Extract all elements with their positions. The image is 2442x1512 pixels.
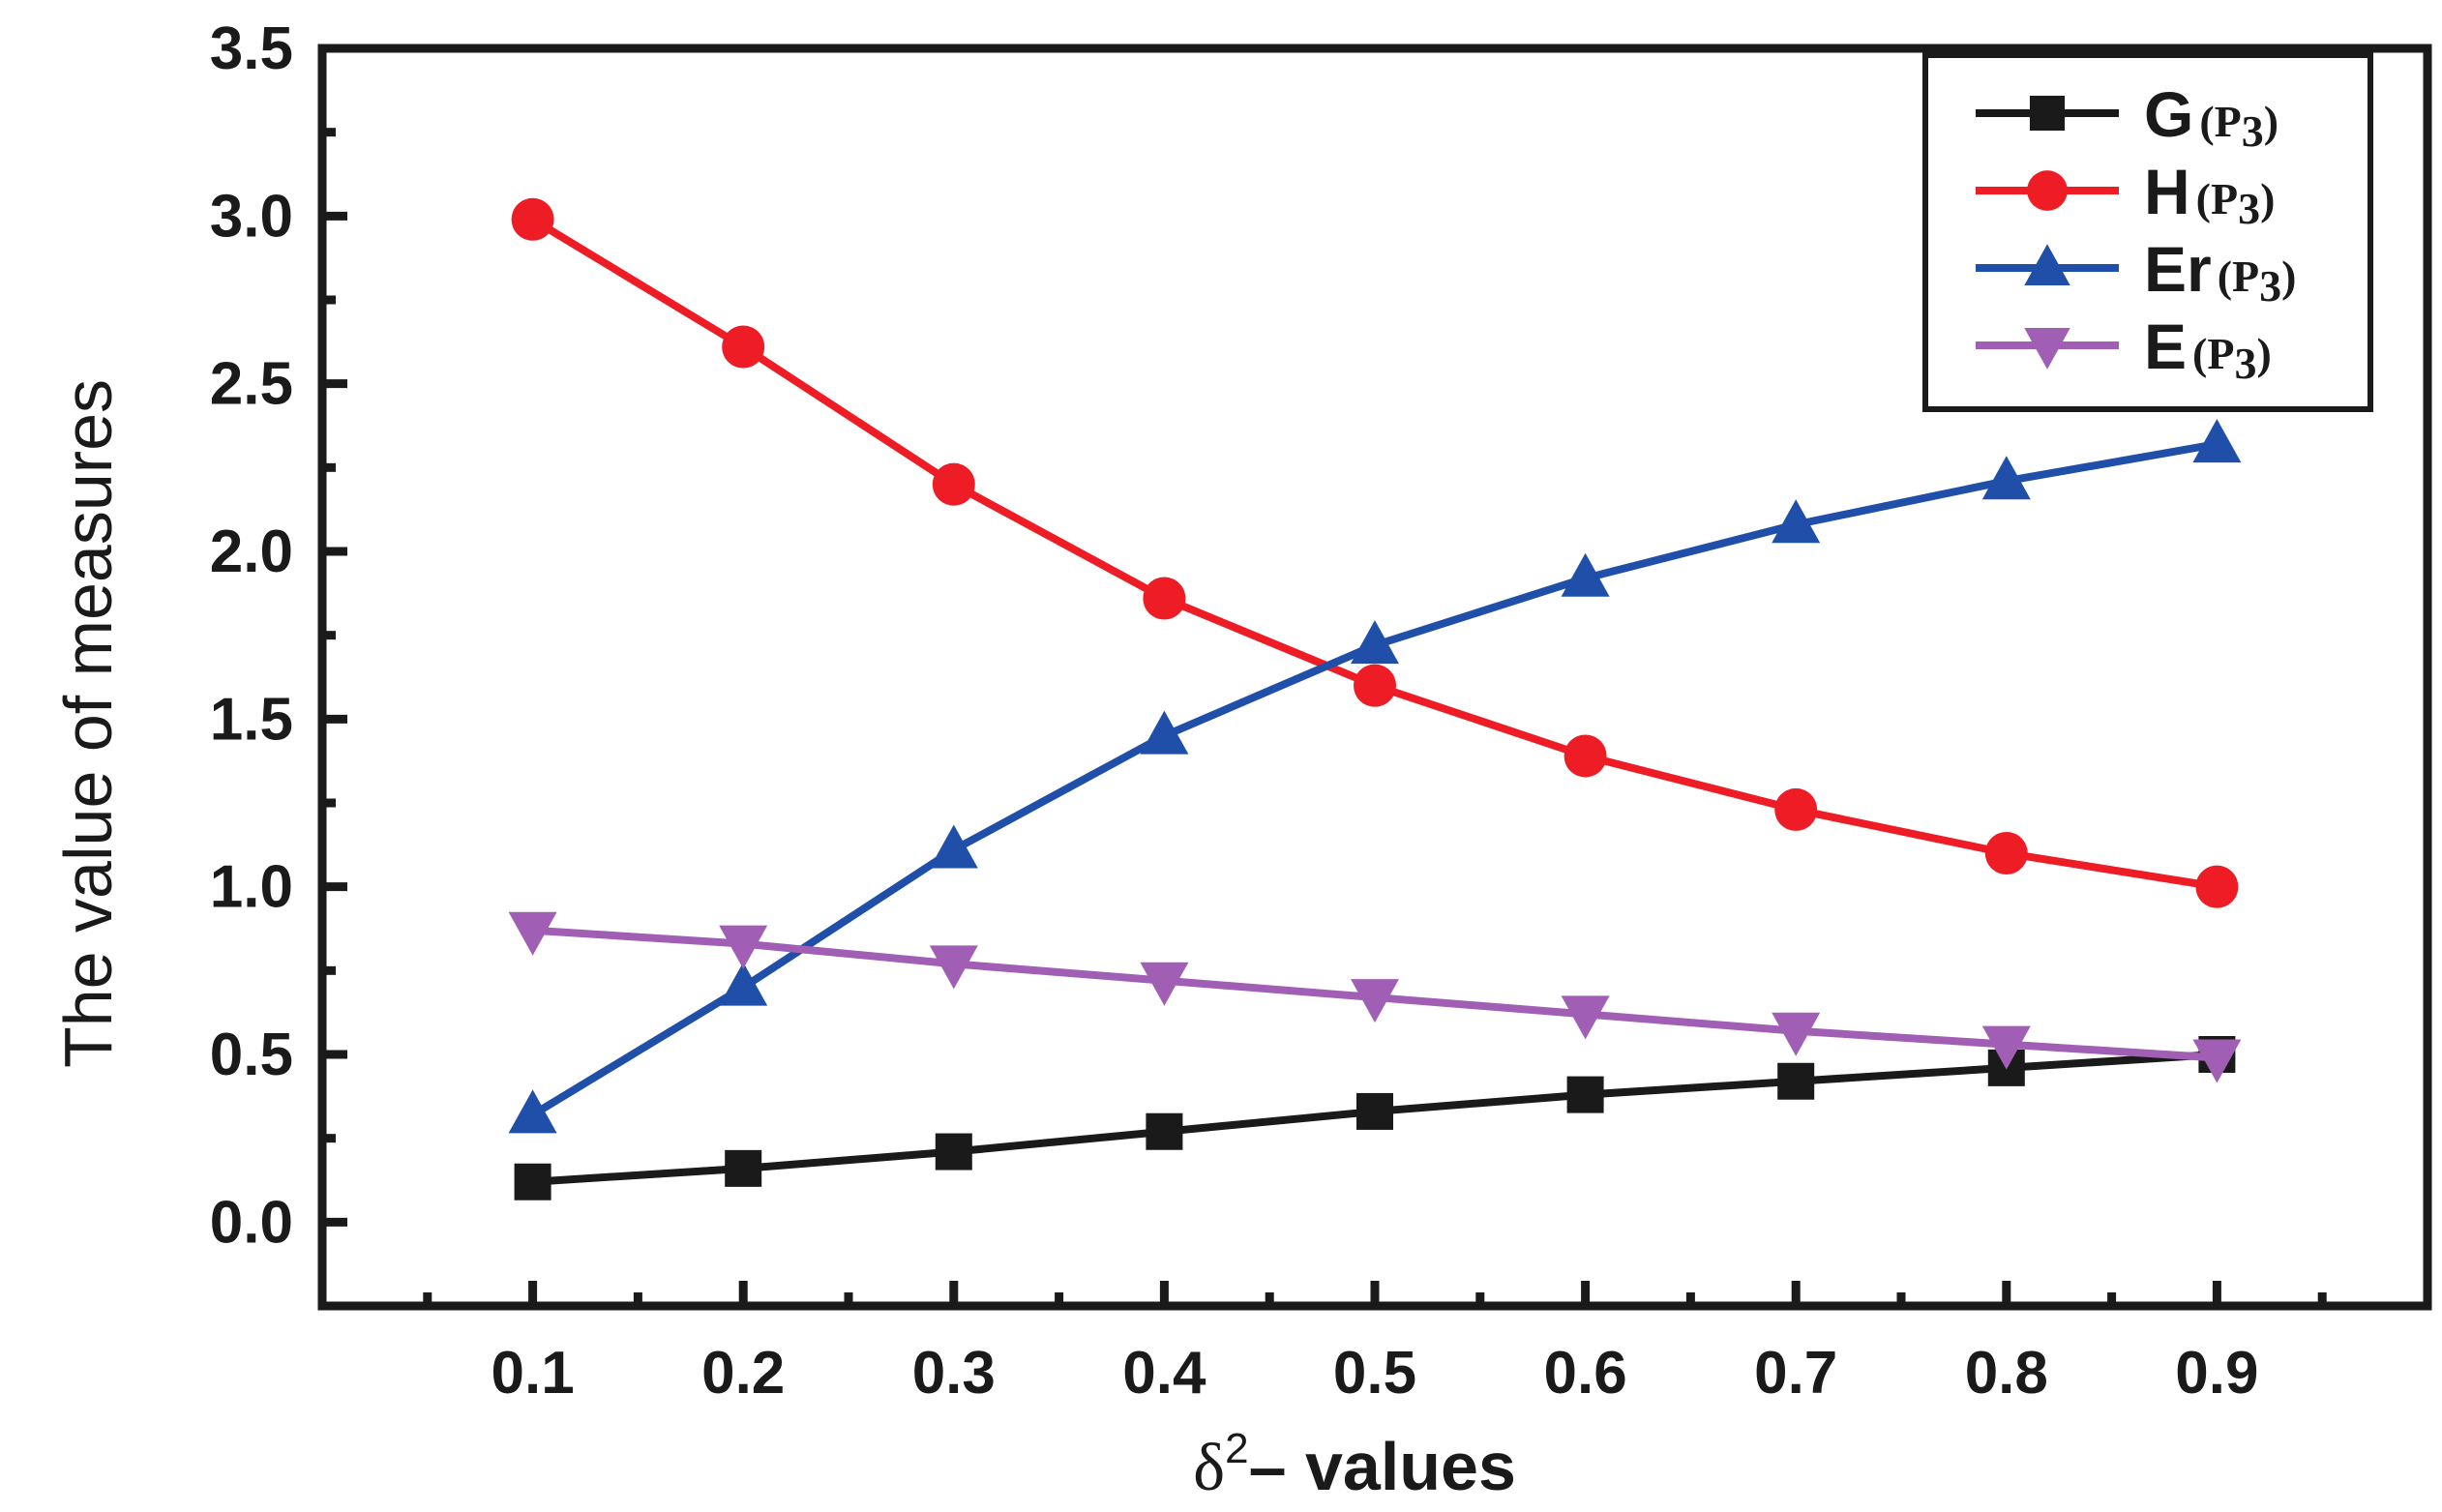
legend-marker [2024,244,2070,286]
data-point [2192,419,2242,463]
legend-item: G (P3) [1976,78,2278,156]
legend-item: E (P3) [1976,311,2272,388]
x-tick-label: 0.6 [1543,1340,1626,1407]
data-point [2195,865,2239,908]
data-point [511,197,554,241]
legend-label-main: H [2144,156,2190,227]
legend-label-main: G [2144,78,2193,150]
legend-label-subscript: 3 [2234,339,2256,388]
data-point [514,1163,551,1201]
series-Er(P3) [508,419,2242,1134]
legend-label-subscript: 3 [2238,184,2260,233]
x-tick-label: 0.2 [701,1340,785,1407]
y-tick-label: 2.5 [210,351,293,418]
y-tick-label: 3.5 [210,15,293,82]
x-tick-label: 0.4 [1122,1340,1206,1407]
y-tick-label: 3.0 [210,183,293,250]
x-tick-label: 0.3 [912,1340,996,1407]
legend-label-close: ) [2264,97,2278,146]
legend-marker [2029,95,2066,132]
legend-label: Er (P3) [2144,233,2296,311]
data-point [1981,1025,2031,1070]
data-point [932,462,975,506]
legend-label: H (P3) [2144,156,2275,233]
legend-label-paren: (P [2199,97,2241,146]
legend-label-close: ) [2260,174,2275,223]
y-tick-label: 2.0 [210,519,293,585]
x-tick-label: 0.8 [1965,1340,2048,1407]
data-point [1146,1112,1183,1150]
data-point [929,824,978,869]
y-tick-label: 0.0 [210,1189,293,1256]
legend-label-close: ) [2281,252,2296,301]
data-point [1351,979,1399,1023]
data-point [719,962,768,1006]
data-point [929,945,978,990]
data-point [719,925,768,969]
y-tick-label: 1.5 [210,686,293,753]
data-point [508,911,557,956]
legend-marker [2024,327,2070,370]
data-point [1777,1062,1815,1100]
x-axis-title: δ2– values [1193,1425,1516,1505]
series-E(P3) [508,911,2242,1083]
legend-label-paren: (P [2192,329,2234,378]
axes: 0.0 0.5 1.0 1.5 2.0 2.5 3.0 3.5 0.1 0.2 0.3 0.4 0.5 0… [210,15,2327,1407]
data-point [1561,995,1610,1040]
data-point [1984,832,2028,875]
legend-label-subscript: 3 [2259,261,2281,311]
data-point [722,325,765,369]
data-point [1351,620,1399,665]
y-tick-label: 0.5 [210,1022,293,1088]
data-point [1981,456,2031,500]
x-tick-label: 0.5 [1333,1340,1416,1407]
data-point [1566,1076,1604,1113]
data-point [1140,962,1189,1006]
data-point [1772,499,1821,544]
legend-label-subscript: 3 [2242,106,2264,156]
data-point [1354,664,1396,707]
legend-marker [2027,170,2068,211]
x-axis-title-rest: – values [1249,1429,1516,1504]
data-point [1140,710,1189,755]
data-point [725,1149,762,1187]
legend-label-main: Er [2144,233,2212,305]
x-axis-title-symbol: δ [1193,1431,1225,1505]
legend-item: Er (P3) [1976,233,2296,311]
legend-label-paren: (P [2196,174,2238,223]
series-H(P3) [511,197,2239,908]
data-point [2192,1039,2242,1083]
legend-label: G (P3) [2144,78,2278,156]
legend-label: E (P3) [2144,311,2272,388]
x-axis-title-superscript: 2 [1225,1425,1248,1472]
legend-label-main: E [2144,311,2187,382]
series-G(P3) [514,1036,2236,1201]
x-tick-label: 0.7 [1754,1340,1837,1407]
legend-label-paren: (P [2218,252,2259,301]
legend-item: H (P3) [1976,156,2275,233]
data-point [1356,1092,1393,1130]
y-tick-label: 1.0 [210,854,293,921]
plot-area [508,197,2242,1201]
data-point [935,1133,972,1171]
data-point [1563,734,1607,778]
data-point [1143,577,1186,620]
legend-label-close: ) [2256,329,2271,378]
data-point [1774,787,1818,831]
legend: G (P3)H (P3)Er (P3)E (P3) [1922,52,2373,412]
x-tick-label: 0.9 [2175,1340,2258,1407]
y-axis-title: The value of measures [50,379,126,1068]
data-point [1772,1012,1821,1056]
x-tick-label: 0.1 [491,1340,574,1407]
data-point [508,1089,557,1134]
data-point [1561,552,1610,597]
